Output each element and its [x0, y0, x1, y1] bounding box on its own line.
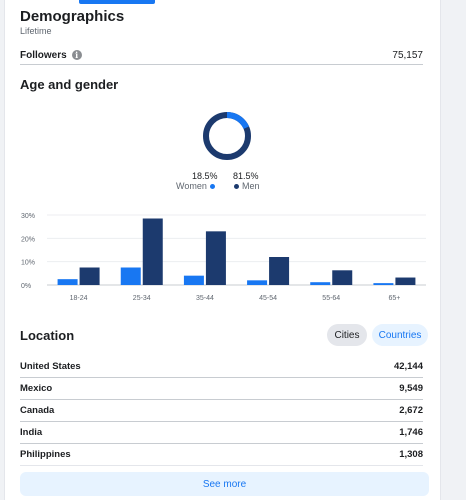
bar-women-25-34 [120, 267, 141, 285]
men-percent: 81.5% [233, 171, 259, 181]
demographics-card: Demographics Lifetime Followers i 75,157… [4, 0, 441, 500]
women-legend-label: Women [176, 181, 207, 191]
bar-women-65+ [373, 283, 394, 285]
followers-value: 75,157 [392, 49, 423, 61]
bar-men-18-24 [79, 267, 100, 285]
x-tick-label: 45-54 [259, 295, 277, 302]
location-value: 2,672 [399, 405, 423, 416]
bar-women-18-24 [57, 279, 78, 285]
gender-donut-chart [203, 112, 251, 160]
location-value: 9,549 [399, 383, 423, 394]
men-legend-label: Men [242, 181, 260, 191]
x-tick-label: 65+ [388, 295, 400, 302]
info-icon[interactable]: i [71, 50, 82, 60]
location-row: India 1,746 [20, 422, 423, 444]
location-list: United States 42,144 Mexico 9,549 Canada 2,67… [20, 356, 423, 466]
location-name: United States [20, 361, 81, 372]
location-value: 1,746 [399, 427, 423, 438]
demographics-title: Demographics [20, 8, 125, 25]
demographics-subtitle: Lifetime [20, 26, 52, 36]
bar-women-55-64 [310, 282, 331, 285]
location-row: Philippines 1,308 [20, 444, 423, 466]
location-name: Philippines [20, 449, 71, 460]
followers-row: Followers i 75,157 [20, 46, 423, 65]
location-row: United States 42,144 [20, 356, 423, 378]
y-tick-label: 0% [21, 283, 31, 290]
bar-men-55-64 [332, 270, 353, 285]
cities-tab[interactable]: Cities [327, 324, 367, 346]
women-legend-dot [209, 183, 215, 189]
location-value: 1,308 [399, 449, 423, 460]
x-tick-label: 25-34 [133, 295, 151, 302]
location-name: Mexico [20, 383, 53, 394]
women-percent: 18.5% [192, 171, 218, 181]
x-tick-label: 35-44 [196, 295, 214, 302]
bar-men-65+ [395, 277, 416, 285]
women-legend: Women [176, 181, 215, 191]
y-tick-label: 20% [21, 236, 35, 243]
men-legend-dot [234, 183, 239, 189]
countries-tab[interactable]: Countries [372, 324, 428, 346]
men-legend: Men [234, 181, 260, 191]
age-gender-title: Age and gender [20, 77, 119, 92]
bar-men-45-54 [269, 257, 290, 285]
location-row: Canada 2,672 [20, 400, 423, 422]
y-tick-label: 30% [21, 213, 35, 220]
location-title: Location [20, 328, 75, 343]
active-tab-indicator [79, 0, 155, 4]
location-name: Canada [20, 405, 55, 416]
location-name: India [20, 427, 43, 438]
age-bar-chart: 0% 10% 20% 30% 18-24 25-34 35-44 45-54 55-64 65+ [21, 213, 426, 302]
see-more-button[interactable]: See more [20, 472, 429, 496]
x-tick-label: 18-24 [70, 295, 88, 302]
location-row: Mexico 9,549 [20, 378, 423, 400]
x-tick-label: 55-64 [322, 295, 340, 302]
y-tick-label: 10% [21, 260, 35, 267]
bar-women-35-44 [183, 275, 204, 285]
bar-men-35-44 [205, 231, 226, 285]
followers-label: Followers [20, 49, 67, 61]
bar-men-25-34 [142, 218, 163, 285]
bar-women-45-54 [247, 280, 268, 285]
location-value: 42,144 [393, 361, 423, 372]
donut-women-arc [203, 112, 251, 160]
